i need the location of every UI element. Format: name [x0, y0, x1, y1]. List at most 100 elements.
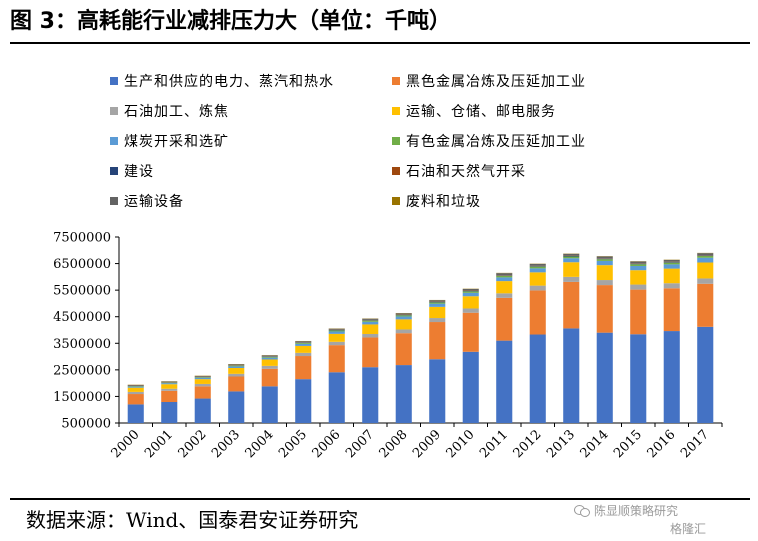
legend-item: 建设 — [110, 160, 154, 182]
bar-segment — [127, 386, 144, 387]
bar-segment — [697, 283, 714, 327]
bar-segment — [529, 266, 546, 267]
bar-segment — [127, 387, 144, 392]
bar-segment — [630, 270, 647, 285]
bar-segment — [194, 377, 211, 378]
y-tick-label: 4500000 — [53, 310, 111, 325]
watermark-author: 陈显顺策略研究 — [594, 504, 679, 518]
bar-segment — [295, 352, 312, 357]
bar-segment — [228, 376, 245, 392]
bar-segment — [194, 377, 211, 380]
bar-segment — [328, 372, 345, 423]
bar-segment — [228, 373, 245, 377]
x-tick-label: 2010 — [444, 427, 478, 461]
bar-segment — [663, 262, 680, 263]
footer-rule — [10, 498, 750, 500]
bar-segment — [663, 268, 680, 284]
x-tick-label: 2015 — [611, 427, 645, 461]
bar-segment — [663, 283, 680, 289]
bar-segment — [429, 302, 446, 304]
bar-segment — [362, 320, 379, 322]
bar-segment — [529, 334, 546, 423]
bar-segment — [295, 343, 312, 346]
legend-item: 有色金属冶炼及压延加工业 — [392, 130, 586, 152]
y-tick-label: 2500000 — [53, 363, 111, 378]
y-tick-label: 3500000 — [53, 337, 111, 352]
bar-segment — [362, 333, 379, 338]
watermark-brand: 格隆汇 — [670, 522, 707, 536]
legend-label: 有色金属冶炼及压延加工业 — [406, 134, 586, 150]
bar-segment — [161, 402, 178, 423]
bar-segment — [563, 258, 580, 263]
bar-segment — [328, 333, 345, 342]
bar-segment — [228, 364, 245, 366]
bar-segment — [697, 278, 714, 284]
bar-segment — [295, 341, 312, 343]
bar-segment — [596, 259, 613, 261]
x-tick-label: 2001 — [142, 427, 176, 461]
bar-segment — [596, 332, 613, 423]
bar-segment — [429, 303, 446, 307]
bar-segment — [161, 383, 178, 385]
x-tick-label: 2008 — [377, 427, 411, 461]
legend-label: 建设 — [124, 164, 154, 180]
bar-segment — [663, 331, 680, 423]
x-tick-label: 2011 — [477, 427, 511, 461]
bar-segment — [529, 263, 546, 266]
bar-segment — [529, 272, 546, 286]
bar-segment — [194, 379, 211, 384]
bar-segment — [261, 386, 278, 423]
legend-swatch — [110, 137, 118, 145]
stacked-bar-chart: 500000 1500000 2500000 3500000 4500000 550000… — [53, 231, 723, 461]
bar-segment — [395, 315, 412, 317]
y-tick-label: 500000 — [61, 417, 111, 432]
bar-segment — [596, 265, 613, 281]
bar-segment — [261, 368, 278, 387]
bar-segment — [328, 345, 345, 373]
bar-segment — [563, 262, 580, 277]
bar-segment — [496, 293, 513, 298]
bar-segment — [596, 260, 613, 266]
bar-segment — [362, 318, 379, 320]
bar-segment — [630, 289, 647, 335]
bar-segment — [429, 300, 446, 302]
legend-swatch — [110, 77, 118, 85]
bar-segment — [697, 255, 714, 256]
bar-segment — [127, 394, 144, 405]
legend-label: 运输设备 — [124, 194, 184, 210]
bar-segment — [295, 356, 312, 380]
bar-segment — [563, 281, 580, 329]
legend-item: 废料和垃圾 — [392, 190, 481, 212]
bar-segment — [697, 257, 714, 263]
bar-segment — [663, 259, 680, 262]
x-tick-label: 2000 — [109, 427, 143, 461]
bar-segment — [362, 324, 379, 334]
bar-segment — [697, 326, 714, 423]
bar-segment — [563, 255, 580, 257]
legend-label: 废料和垃圾 — [406, 194, 481, 210]
legend-label: 石油加工、炼焦 — [124, 104, 229, 120]
x-tick-label: 2013 — [544, 427, 578, 461]
bar-segment — [496, 273, 513, 275]
bar-segment — [462, 351, 479, 423]
bar-segment — [630, 334, 647, 423]
x-tick-label: 2003 — [209, 427, 243, 461]
bar-segment — [328, 328, 345, 330]
legend-item: 运输设备 — [110, 190, 184, 212]
bar-segment — [563, 256, 580, 259]
legend-item: 生产和供应的电力、蒸汽和热水 — [110, 70, 334, 92]
legend-swatch — [110, 167, 118, 175]
bar-segment — [127, 391, 144, 395]
bar-segment — [563, 253, 580, 256]
bar-segment — [596, 280, 613, 286]
bar-segment — [496, 281, 513, 294]
bar-segment — [663, 288, 680, 332]
bar-segment — [395, 319, 412, 330]
bar-segment — [697, 255, 714, 258]
bar-segment — [261, 365, 278, 369]
bar-segment — [194, 386, 211, 399]
x-tick-label: 2009 — [410, 427, 444, 461]
bar-segment — [127, 386, 144, 388]
x-tick-label: 2005 — [276, 427, 310, 461]
bar-segment — [496, 277, 513, 282]
